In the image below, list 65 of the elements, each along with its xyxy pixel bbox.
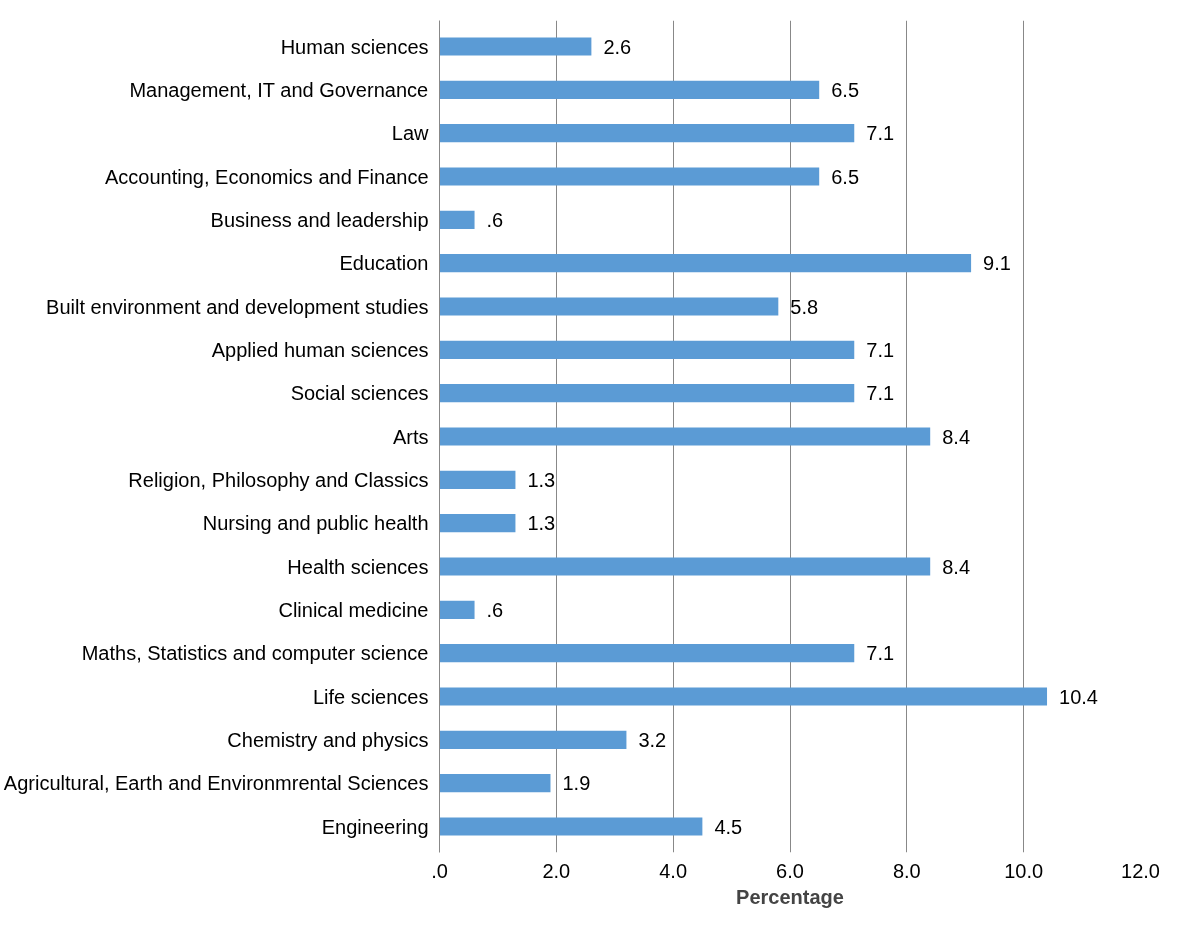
y-tick-label: Life sciences	[312, 685, 429, 708]
x-tick-label: 10.0	[1004, 859, 1044, 882]
y-tick-label: Health sciences	[287, 555, 429, 578]
y-tick-label: Religion, Philosophy and Classics	[128, 468, 429, 491]
x-tick-label: .0	[431, 859, 448, 882]
y-tick-label: Social sciences	[290, 382, 429, 405]
bar	[439, 210, 475, 229]
y-tick-label: Business and leadership	[210, 208, 429, 231]
bar	[439, 774, 551, 793]
x-tick-label: 6.0	[776, 859, 804, 882]
bar	[439, 644, 855, 663]
data-label: 6.5	[831, 78, 860, 101]
bar	[439, 167, 820, 186]
y-tick-label: Management, IT and Governance	[129, 78, 429, 101]
y-tick-label: Education	[339, 252, 429, 275]
bar	[439, 600, 475, 619]
bar	[439, 514, 516, 533]
bar	[439, 384, 855, 403]
y-tick-label: Engineering	[321, 815, 429, 838]
bar	[439, 817, 703, 836]
data-label: 8.4	[942, 555, 971, 578]
y-tick-label: Nursing and public health	[202, 512, 429, 535]
data-label: 2.6	[603, 35, 632, 58]
y-tick-label: Clinical medicine	[278, 598, 429, 621]
bar	[439, 470, 516, 489]
data-label: 9.1	[983, 252, 1011, 275]
bar	[439, 80, 820, 99]
bar	[439, 37, 592, 56]
y-tick-label: Maths, Statistics and computer science	[81, 642, 429, 665]
data-label: 1.3	[527, 512, 556, 535]
bar	[439, 297, 779, 316]
bar	[439, 427, 931, 446]
bar	[439, 340, 855, 359]
data-label: 5.8	[790, 295, 819, 318]
data-label: 4.5	[714, 815, 743, 838]
y-tick-label: Agricultural, Earth and Environmrental Sciences	[3, 772, 429, 795]
y-tick-label: Built environment and development studies	[46, 295, 429, 318]
x-tick-label: 2.0	[542, 859, 571, 882]
data-label: .6	[486, 598, 504, 621]
bar	[439, 557, 931, 576]
x-axis-title: Percentage	[736, 885, 844, 908]
data-label: 10.4	[1059, 685, 1098, 708]
data-label: 3.2	[638, 728, 667, 751]
y-tick-label: Law	[391, 122, 430, 145]
bar	[439, 687, 1048, 706]
data-label: .6	[486, 208, 504, 231]
x-tick-label: 8.0	[892, 859, 921, 882]
x-tick-label: 12.0	[1121, 859, 1160, 882]
bar	[439, 254, 972, 273]
data-label: 1.3	[527, 468, 556, 491]
bar	[439, 730, 627, 749]
data-label: 7.1	[866, 338, 895, 361]
y-tick-label: Applied human sciences	[211, 338, 429, 361]
y-tick-label: Accounting, Economics and Finance	[104, 165, 429, 188]
data-label: 6.5	[831, 165, 860, 188]
data-label: 7.1	[866, 382, 895, 405]
data-label: 1.9	[562, 772, 591, 795]
y-tick-label: Human sciences	[280, 35, 429, 58]
data-label: 8.4	[942, 425, 971, 448]
data-label: 7.1	[866, 642, 895, 665]
data-label: 7.1	[866, 122, 895, 145]
x-tick-label: 4.0	[659, 859, 688, 882]
y-tick-label: Arts	[392, 425, 429, 448]
bar	[439, 124, 855, 143]
y-tick-label: Chemistry and physics	[227, 728, 429, 751]
